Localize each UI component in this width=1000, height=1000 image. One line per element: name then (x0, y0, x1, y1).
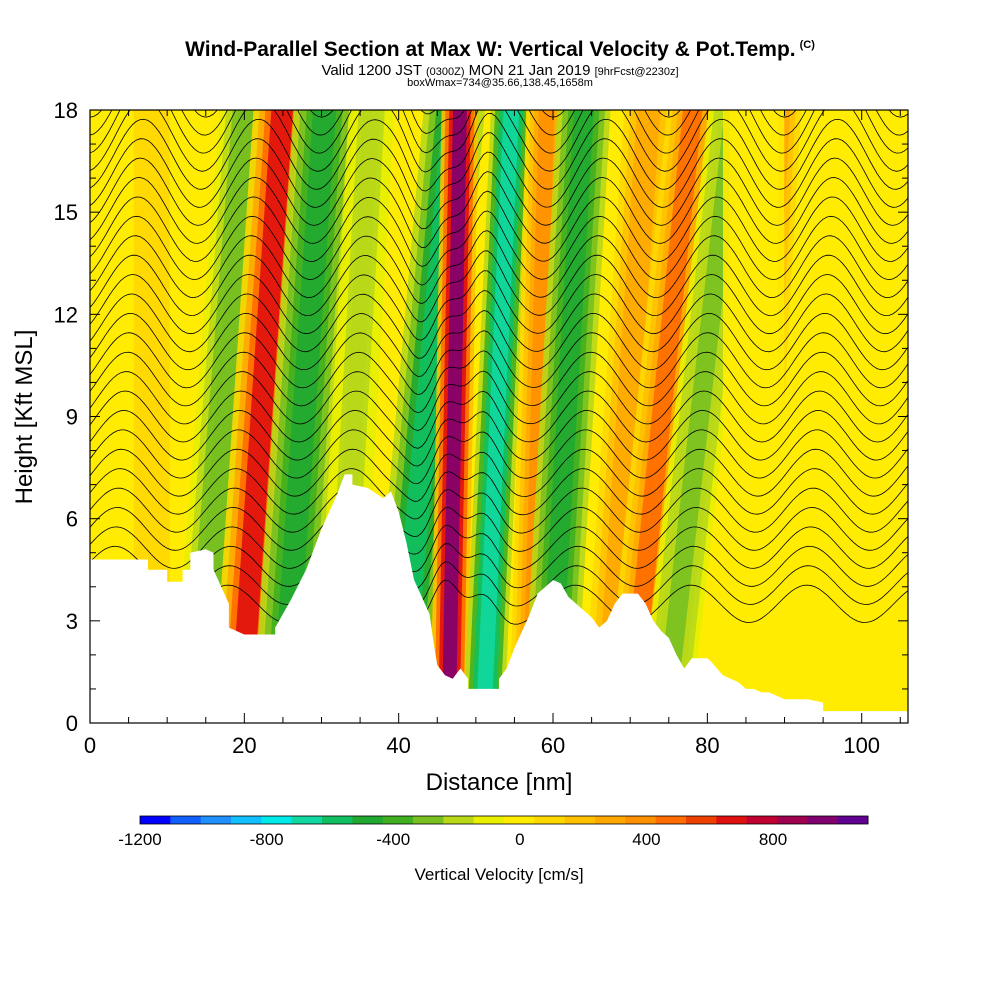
colorbar-swatch (322, 816, 353, 824)
chart-title: Wind-Parallel Section at Max W: Vertical… (185, 38, 815, 61)
colorbar-swatch (200, 816, 232, 824)
velocity-band (229, 110, 293, 723)
x-tick-label: 80 (695, 733, 719, 758)
theta-contour (90, 409, 908, 467)
colorbar-swatch (261, 816, 293, 824)
theta-contour (90, 506, 908, 555)
theta-contour (90, 110, 908, 154)
velocity-band (522, 110, 555, 723)
terrain-mask (90, 474, 908, 723)
colorbar-label: Vertical Velocity [cm/s] (414, 865, 583, 884)
theta-contour (90, 18, 908, 99)
colorbar-swatch (564, 816, 596, 824)
colorbar-swatch (443, 816, 475, 824)
theta-contour (90, 132, 908, 211)
x-tick-label: 40 (386, 733, 410, 758)
theta-contour (90, 210, 908, 286)
theta-contour (90, 110, 908, 136)
theta-contour (90, 579, 908, 625)
colorbar-swatch (413, 816, 444, 824)
colorbar-swatch (231, 816, 262, 824)
y-tick-label: 6 (66, 507, 78, 532)
theta-contour (90, 250, 908, 323)
theta-contour (90, 110, 908, 118)
colorbar-tick-label: -1200 (118, 830, 161, 849)
theta-contour (90, 110, 908, 173)
y-tick-label: 0 (66, 711, 78, 736)
velocity-band (539, 110, 594, 723)
theta-contour (90, 429, 908, 485)
colorbar-swatch (625, 816, 657, 824)
colorbar-swatch (352, 816, 384, 824)
velocity-band (742, 110, 766, 723)
theta-contour (90, 171, 908, 249)
theta-contour (90, 190, 908, 267)
colorbar-frame (139, 815, 869, 825)
y-tick-label: 3 (66, 609, 78, 634)
theta-contour (90, 390, 908, 449)
theta-contour (90, 370, 908, 432)
theta-contour (90, 448, 908, 502)
colorbar-tick-label: 400 (632, 830, 660, 849)
colorbar-tick-label: -800 (250, 830, 284, 849)
chart-box-info: boxWmax=734@35.66,138.45,1658m (407, 77, 593, 89)
theta-contour (90, 151, 908, 230)
colorbar-swatch (382, 816, 414, 824)
theta-contour (90, 468, 908, 520)
theta-contour (90, 310, 908, 377)
colorbar-swatch (473, 816, 505, 824)
y-axis-label: Height [Kft MSL] (11, 330, 38, 505)
x-axis-label: Distance [nm] (426, 769, 573, 796)
plot-area (90, 18, 908, 723)
colorbar-swatch (746, 816, 778, 824)
theta-contour (90, 525, 908, 573)
y-tick-label: 12 (54, 302, 78, 327)
colorbar-swatch (686, 816, 717, 824)
y-axis: 0 3 6 9 12 15 18 (54, 98, 908, 736)
colorbar-tick-label: 0 (515, 830, 524, 849)
colorbar: -1200 -800 -400 0 400 800 (118, 815, 869, 849)
theta-contour (90, 330, 908, 396)
theta-contour (90, 561, 908, 608)
colorbar-swatch (504, 816, 535, 824)
theta-contour (90, 290, 908, 359)
colorbar-tick-label: -400 (376, 830, 410, 849)
colorbar-swatch (534, 816, 566, 824)
velocity-band (595, 110, 661, 723)
x-tick-label: 100 (843, 733, 880, 758)
colorbar-swatch (837, 816, 869, 824)
chart-subtitle: Valid 1200 JST (0300Z) MON 21 Jan 2019 [… (321, 62, 679, 79)
x-tick-label: 60 (541, 733, 565, 758)
colorbar-swatch (170, 816, 202, 824)
theta-contour (90, 543, 908, 590)
theta-contour (90, 112, 908, 192)
theta-contour (90, 270, 908, 341)
x-tick-label: 20 (232, 733, 256, 758)
theta-contour (90, 487, 908, 538)
colorbar-swatch (807, 816, 839, 824)
y-tick-label: 18 (54, 98, 78, 123)
y-tick-label: 9 (66, 405, 78, 430)
y-tick-label: 15 (54, 200, 78, 225)
colorbar-swatch (595, 816, 626, 824)
colorbar-tick-label: 800 (759, 830, 787, 849)
theta-contours (90, 18, 908, 625)
colorbar-swatch (777, 816, 808, 824)
theta-contour (90, 230, 908, 305)
colorbar-swatch (716, 816, 748, 824)
colorbar-swatch (140, 816, 171, 824)
theta-contour (90, 350, 908, 414)
velocity-band (271, 110, 337, 723)
x-axis: 0 20 40 60 80 100 (84, 110, 901, 758)
colorbar-swatch (655, 816, 687, 824)
x-tick-label: 0 (84, 733, 96, 758)
velocity-band (655, 110, 744, 723)
colorbar-swatch (291, 816, 323, 824)
